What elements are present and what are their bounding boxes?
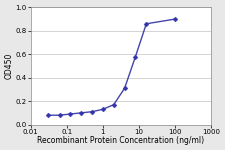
X-axis label: Recombinant Protein Concentration (ng/ml): Recombinant Protein Concentration (ng/ml… [37, 136, 205, 145]
Y-axis label: OD450: OD450 [5, 53, 14, 79]
